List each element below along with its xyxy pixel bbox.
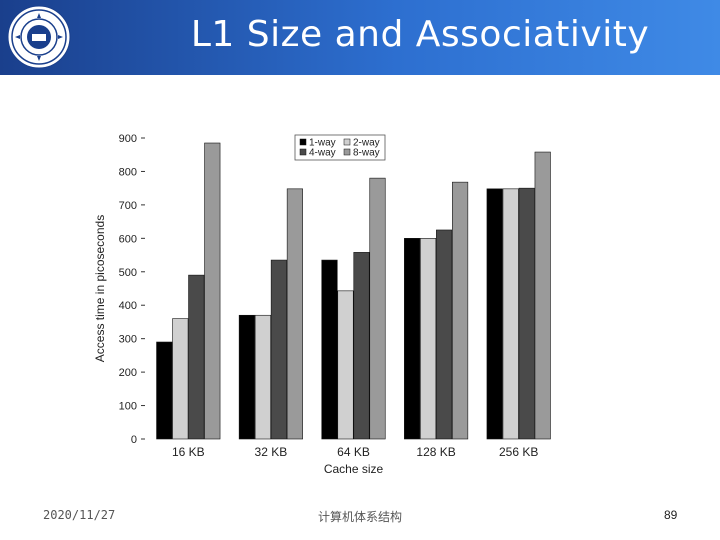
footer-date: 2020/11/27 xyxy=(43,508,116,522)
bar-2-way-0 xyxy=(172,318,189,440)
legend-label-8-way: 8-way xyxy=(353,148,380,159)
x-tick-label: 16 KB xyxy=(172,445,205,459)
y-tick-label: 300 xyxy=(119,334,137,346)
legend-swatch-4-way xyxy=(299,148,307,156)
bar-4-way-4 xyxy=(518,187,535,440)
bar-4-way-0 xyxy=(188,274,205,440)
bar-8-way-4 xyxy=(534,151,551,440)
legend-swatch-2-way xyxy=(343,138,351,146)
y-tick-label: 600 xyxy=(119,233,137,245)
bar-2-way-1 xyxy=(254,314,271,440)
x-tick-label: 32 KB xyxy=(255,445,288,459)
y-tick-label: 500 xyxy=(119,267,137,279)
x-axis-title: Cache size xyxy=(324,462,384,476)
legend-label-4-way: 4-way xyxy=(309,148,336,159)
y-tick-label: 400 xyxy=(119,300,137,312)
legend-box xyxy=(294,134,386,161)
x-tick-label: 128 KB xyxy=(416,445,455,459)
legend-label-2-way: 2-way xyxy=(353,138,380,149)
y-axis-title: Access time in picoseconds xyxy=(93,215,107,362)
y-tick-label: 800 xyxy=(119,166,137,178)
slide-title: L1 Size and Associativity xyxy=(190,14,650,55)
footer-course-name: 计算机体系结构 xyxy=(317,510,402,524)
bar-4-way-2 xyxy=(353,252,370,440)
y-tick-label: 0 xyxy=(131,434,137,446)
bar-1-way-1 xyxy=(238,314,255,440)
bar-8-way-2 xyxy=(369,177,386,440)
bar-1-way-0 xyxy=(156,341,173,440)
bar-1-way-2 xyxy=(321,259,338,440)
bar-2-way-4 xyxy=(502,188,519,440)
bar-4-way-3 xyxy=(436,229,453,440)
university-seal-icon xyxy=(7,5,71,69)
y-tick-label: 100 xyxy=(119,401,137,413)
bar-2-way-3 xyxy=(420,238,437,440)
legend-swatch-1-way xyxy=(299,138,307,146)
slide-header: L1 Size and Associativity xyxy=(0,0,720,75)
legend-swatch-8-way xyxy=(343,148,351,156)
y-tick-label: 200 xyxy=(119,367,137,379)
legend-label-1-way: 1-way xyxy=(309,138,336,149)
x-tick-label: 256 KB xyxy=(499,445,538,459)
access-time-bar-chart: 0 100 200 300 400 500 600 700 800 900 Access time … xyxy=(93,133,551,476)
bar-1-way-4 xyxy=(486,188,503,440)
bar-2-way-2 xyxy=(337,290,354,440)
bar-8-way-0 xyxy=(204,142,221,440)
page-number: 89 xyxy=(664,508,678,522)
bar-8-way-1 xyxy=(286,188,303,440)
x-tick-label: 64 KB xyxy=(337,445,370,459)
y-tick-label: 900 xyxy=(119,133,137,145)
bar-8-way-3 xyxy=(452,181,469,440)
bar-1-way-3 xyxy=(404,238,421,440)
bar-4-way-1 xyxy=(270,259,287,440)
y-tick-label: 700 xyxy=(119,200,137,212)
